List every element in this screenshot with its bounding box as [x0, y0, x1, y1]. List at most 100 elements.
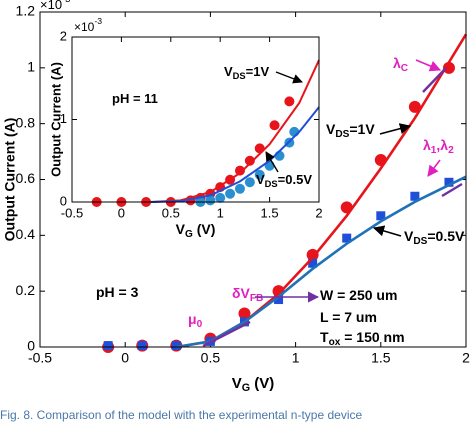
data-point — [137, 341, 147, 351]
y-tick-label: 0 — [60, 193, 67, 208]
data-point — [274, 295, 284, 305]
annotation: Tox = 150 nm — [320, 329, 405, 348]
y-tick-label: 1 — [27, 59, 35, 75]
arrow — [379, 123, 412, 135]
data-point — [215, 192, 226, 203]
y-multiplier: ×10-3 — [74, 16, 102, 34]
data-point — [205, 195, 216, 206]
x-tick-label: 2 — [315, 205, 322, 220]
text-part: 2 — [448, 145, 454, 156]
text-part: λ — [393, 55, 401, 71]
text-part: ×10 — [74, 20, 95, 34]
y-tick-label: 0.8 — [16, 114, 36, 130]
data-point — [171, 341, 181, 351]
annotation: λ1,λ2 — [423, 137, 454, 156]
y-tick-label: 0.2 — [16, 282, 36, 298]
y-multiplier: ×10-3 — [40, 0, 70, 12]
annotation: δVFB — [232, 285, 263, 304]
parameter-segment — [202, 320, 251, 348]
x-tick-label: 1 — [217, 205, 224, 220]
data-point — [376, 211, 386, 221]
data-point — [234, 183, 245, 194]
data-point — [410, 191, 420, 201]
annotation: VDS=0.5V — [256, 172, 312, 189]
text-part: DS — [413, 236, 427, 247]
x-axis-label: VG (V) — [232, 375, 275, 394]
arrow — [415, 59, 442, 72]
data-point — [269, 120, 280, 131]
plot-frame — [39, 11, 467, 348]
text-part: ×10 — [40, 0, 62, 12]
data-point — [342, 233, 352, 243]
text-part: pH = 11 — [112, 91, 158, 106]
text-part: =1V — [349, 121, 375, 137]
text-part: = 150 nm — [340, 329, 404, 345]
text-part: V — [176, 221, 186, 237]
annotation: VDS=1V — [224, 64, 269, 81]
text-part: DS — [335, 129, 349, 140]
text-part: T — [320, 329, 329, 345]
x-tick-label: 1.5 — [371, 350, 391, 366]
x-tick-label: 0 — [118, 205, 125, 220]
text-part: V — [224, 64, 233, 79]
y-axis-label: Output Current (A) — [2, 118, 18, 242]
text-part: (V) — [193, 221, 216, 237]
annotation: VDS=0.5V — [404, 228, 465, 247]
text-part: =0.5V — [427, 228, 465, 244]
data-point — [103, 341, 113, 351]
arrow — [275, 71, 303, 84]
data-point — [308, 258, 318, 268]
data-point — [408, 100, 421, 113]
text-part: 1 — [431, 145, 437, 156]
text-part: (V) — [250, 375, 274, 392]
x-tick-label: -0.5 — [28, 350, 52, 366]
text-part: DS — [265, 179, 278, 189]
x-tick-label: 0.5 — [162, 205, 180, 220]
text-part: C — [401, 63, 408, 74]
annotation: μ0 — [188, 311, 203, 330]
text-part: λ — [423, 137, 431, 153]
text-part: ,λ — [436, 137, 448, 153]
text-part: pH = 3 — [96, 284, 139, 300]
text-part: V — [256, 172, 265, 187]
y-tick-label: 1.2 — [16, 3, 36, 19]
arrow — [372, 225, 402, 237]
x-tick-label: 0 — [121, 350, 129, 366]
text-part: FB — [250, 293, 263, 304]
annotation: pH = 11 — [112, 91, 158, 106]
arrow — [427, 159, 441, 177]
y-axis-label: Output Current (A) — [48, 62, 63, 177]
text-part: G — [185, 229, 193, 240]
text-part: -3 — [62, 0, 70, 4]
x-tick-label: -0.5 — [61, 205, 83, 220]
x-tick-label: 1.5 — [261, 205, 279, 220]
data-point — [444, 177, 454, 187]
model-line — [151, 106, 320, 203]
text-part: μ — [188, 311, 197, 327]
text-part: δV — [232, 285, 250, 301]
x-axis-label: VG (V) — [176, 221, 216, 240]
annotation: VDS=1V — [326, 121, 375, 140]
text-part: -3 — [94, 16, 102, 26]
text-part: DS — [233, 71, 246, 81]
y-tick-label: 1 — [60, 111, 67, 126]
text-part: =0.5V — [278, 172, 313, 187]
data-point — [254, 143, 265, 154]
data-point — [306, 248, 319, 261]
model-line — [176, 175, 467, 349]
y-tick-label: 0.6 — [16, 170, 36, 186]
text-part: V — [232, 375, 242, 392]
annotation: pH = 3 — [96, 284, 139, 300]
y-tick-label: 0 — [27, 338, 35, 354]
x-tick-label: 2 — [462, 350, 470, 366]
data-point — [254, 169, 265, 180]
plot-area — [72, 37, 319, 202]
parameter-segment — [441, 182, 463, 198]
text-part: W = 250 um — [320, 287, 397, 303]
annotation: λC — [393, 55, 408, 74]
text-part: =1V — [246, 64, 270, 79]
data-point — [244, 155, 255, 166]
data-point — [238, 307, 251, 320]
text-part: ox — [329, 337, 341, 348]
